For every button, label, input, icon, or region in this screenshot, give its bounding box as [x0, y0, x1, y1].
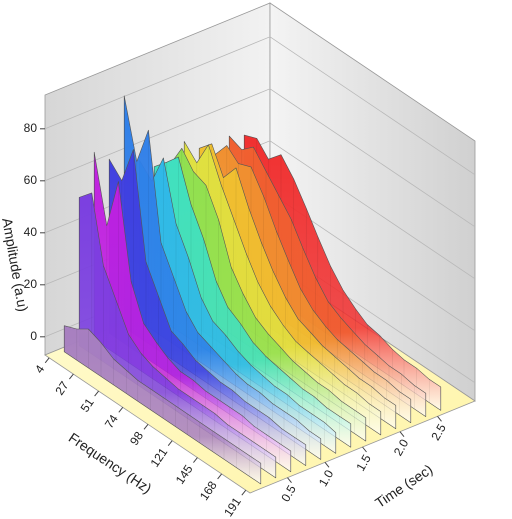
- y-tick-label: 2.0: [391, 436, 412, 458]
- ribbon: [168, 148, 367, 442]
- z-tick-label: 40: [24, 225, 38, 239]
- y-tick-label: 2.5: [428, 421, 449, 443]
- ribbon: [78, 192, 277, 479]
- x-tick: [44, 357, 50, 364]
- ribbon: [213, 145, 412, 424]
- grid-line: [44, 88, 476, 228]
- z-tick-label: 80: [24, 121, 38, 135]
- x-tick: [118, 407, 124, 413]
- y-tick: [437, 416, 442, 422]
- x-tick-label: 4: [32, 362, 48, 376]
- x-tick: [94, 390, 100, 397]
- ribbon: [63, 325, 262, 485]
- ribbon: [93, 151, 292, 473]
- y-tick: [399, 431, 405, 437]
- grid-line: [44, 36, 476, 176]
- y-tick-label: 1.5: [353, 452, 374, 474]
- x-tick: [217, 473, 223, 480]
- ribbon: [198, 143, 397, 430]
- x-tick-label: 191: [221, 495, 244, 519]
- x-tick-label: 51: [78, 395, 97, 414]
- ribbon: [243, 134, 442, 411]
- ribbon: [228, 135, 427, 417]
- x-tick-label: 98: [127, 429, 146, 448]
- x-tick-label: 27: [52, 378, 71, 397]
- x-tick: [68, 373, 74, 380]
- y-tick: [324, 462, 330, 468]
- x-tick: [143, 424, 149, 430]
- y-tick-label: 1.0: [316, 467, 337, 489]
- z-tick-label: 0: [30, 329, 37, 343]
- x-tick-label: 74: [102, 412, 121, 431]
- z-tick-label: 60: [24, 173, 38, 187]
- x-tick: [193, 457, 198, 463]
- x-tick-label: 121: [148, 445, 171, 470]
- x-tick: [167, 440, 173, 446]
- y-axis-title: Time (sec): [372, 461, 435, 511]
- y-tick: [362, 446, 367, 453]
- x-tick-label: 168: [197, 478, 220, 503]
- ribbon: [108, 149, 307, 466]
- y-tick-label: 0.5: [278, 482, 299, 504]
- y-tick: [287, 477, 292, 483]
- z-tick-label: 20: [24, 277, 38, 291]
- x-tick: [241, 489, 247, 496]
- x-tick-label: 145: [173, 462, 196, 487]
